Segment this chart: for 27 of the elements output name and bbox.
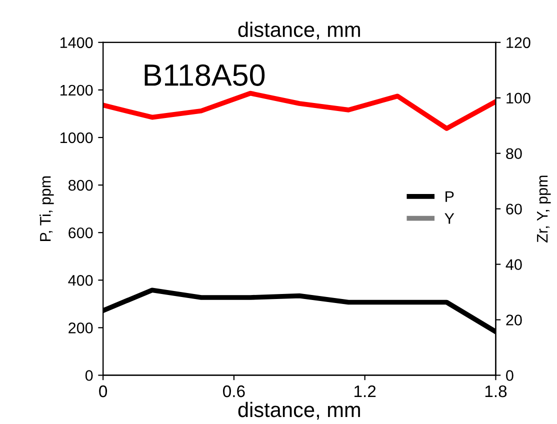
legend-label: Y [444,213,454,224]
y2-tick-label: 100 [506,92,530,104]
y-tick-label: 1400 [60,37,93,48]
x-tick-label: 0.6 [223,385,245,398]
x-tick-label: 1.8 [485,385,507,398]
y-axis-title: P, Ti, ppm [40,176,54,241]
y-tick-label: 200 [68,322,93,334]
x-tick-label: 0 [99,385,108,398]
y-tick-label: 1000 [60,132,93,144]
y2-tick-label: 80 [506,148,522,160]
annotation: B118A50 [144,64,265,86]
y2-tick-label: 60 [506,204,522,215]
y-tick-label: 800 [68,180,93,191]
legend-label: P [446,191,454,202]
y2-tick-label: 120 [506,37,530,48]
chart-title: distance, mm [238,22,360,40]
line-series [103,90,496,131]
y-tick-label: 0 [85,370,93,381]
y2-tick-label: 20 [506,314,522,326]
y-tick-label: 1200 [60,84,93,96]
y-tick-label: 400 [68,275,93,286]
x-axis-title: distance, mm [238,402,360,420]
y2-axis-title: Zr, Y, ppm [537,176,551,242]
y-tick-label: 600 [68,227,93,238]
y2-tick-label: 0 [506,370,514,381]
y2-tick-label: 40 [506,259,522,270]
x-tick-label: 1.2 [354,385,376,398]
